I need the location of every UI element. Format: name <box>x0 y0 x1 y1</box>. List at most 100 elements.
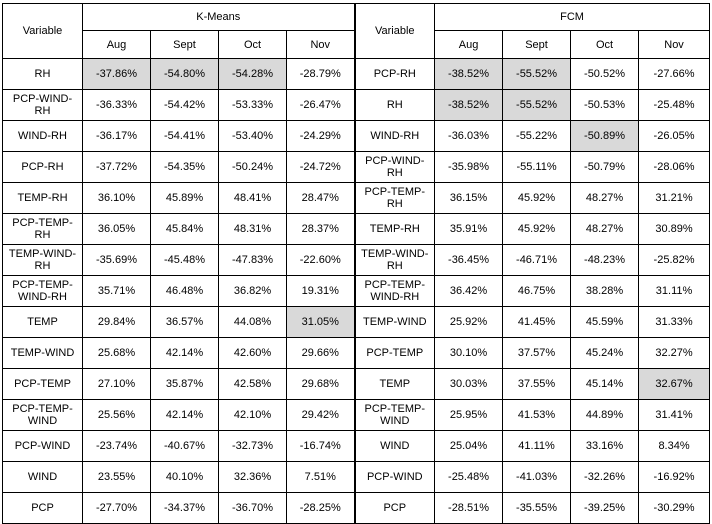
fcm-variable-cell: PCP-TEMP <box>353 337 436 369</box>
fcm-value-cell: 45.92% <box>502 213 572 245</box>
fcm-variable-cell: PCP-TEMP-WIND-RH <box>353 275 436 307</box>
fcm-group-header: FCM <box>434 3 711 31</box>
table-row: PCP-WIND -23.74% -40.67% -32.73% -16.74% WIND… <box>2 430 711 462</box>
fcm-value-cell: 33.16% <box>570 430 640 462</box>
kmeans-variable-cell: PCP-TEMP <box>2 368 83 400</box>
kmeans-value-cell: -32.73% <box>218 430 287 462</box>
fcm-value-cell: -38.52% <box>434 58 504 90</box>
kmeans-variable-cell: PCP-TEMP-RH <box>2 213 83 245</box>
kmeans-value-cell: 28.47% <box>285 182 356 214</box>
fcm-variable-cell: WIND-RH <box>353 120 436 152</box>
fcm-variable-cell: PCP-WIND-RH <box>353 151 436 183</box>
kmeans-variable-cell: PCP <box>2 492 83 524</box>
kmeans-value-cell: 48.31% <box>218 213 287 245</box>
kmeans-value-cell: -36.70% <box>218 492 287 524</box>
kmeans-value-cell: -40.67% <box>150 430 219 462</box>
header-row-groups: Variable K-Means Variable FCM <box>2 3 711 59</box>
kmeans-value-cell: -16.74% <box>285 430 356 462</box>
kmeans-value-cell: 29.66% <box>285 337 356 369</box>
fcm-value-cell: -32.26% <box>570 461 640 493</box>
header-row-months: Aug Sept Oct Nov Aug Sept Oct Nov <box>3 30 711 59</box>
table-row: PCP -27.70% -34.37% -36.70% -28.25% PCP -28.51… <box>2 492 711 524</box>
kmeans-value-cell: -28.79% <box>285 58 356 90</box>
kmeans-month-header: Nov <box>285 30 356 59</box>
table-row: PCP-WIND-RH -36.33% -54.42% -53.33% -26.47% R… <box>2 89 711 121</box>
fcm-value-cell: 30.89% <box>638 213 711 245</box>
fcm-value-cell: 45.59% <box>570 306 640 338</box>
kmeans-value-cell: 35.71% <box>82 275 151 307</box>
fcm-variable-cell: TEMP-WIND <box>353 306 436 338</box>
fcm-value-cell: -28.06% <box>638 151 711 183</box>
fcm-value-cell: 44.89% <box>570 399 640 431</box>
kmeans-value-cell: 35.87% <box>150 368 219 400</box>
kmeans-value-cell: 29.42% <box>285 399 356 431</box>
kmeans-value-cell: 19.31% <box>285 275 356 307</box>
kmeans-value-cell: -36.17% <box>82 120 151 152</box>
kmeans-value-cell: 48.41% <box>218 182 287 214</box>
kmeans-value-cell: 31.05% <box>285 306 356 338</box>
kmeans-value-cell: -36.33% <box>82 89 151 121</box>
kmeans-variable-cell: RH <box>2 58 83 90</box>
table-row: PCP-RH -37.72% -54.35% -50.24% -24.72% PCP-WI… <box>2 151 711 183</box>
kmeans-variable-cell: TEMP-RH <box>2 182 83 214</box>
kmeans-value-cell: -54.35% <box>150 151 219 183</box>
kmeans-value-cell: -22.60% <box>285 244 356 276</box>
table-row: PCP-TEMP 27.10% 35.87% 42.58% 29.68% TEMP 30.0… <box>2 368 711 400</box>
fcm-variable-cell: PCP-WIND <box>353 461 436 493</box>
table-row: WIND 23.55% 40.10% 32.36% 7.51% PCP-WIND -25.4… <box>2 461 711 493</box>
fcm-value-cell: 35.91% <box>434 213 504 245</box>
fcm-variable-cell: RH <box>353 89 436 121</box>
fcm-month-header: Aug <box>434 30 504 59</box>
fcm-value-cell: -30.29% <box>638 492 711 524</box>
fcm-month-header: Sept <box>502 30 572 59</box>
kmeans-month-header: Sept <box>150 30 219 59</box>
fcm-month-header: Oct <box>570 30 640 59</box>
fcm-value-cell: -35.55% <box>502 492 572 524</box>
table-row: WIND-RH -36.17% -54.41% -53.40% -24.29% WIND-… <box>2 120 711 152</box>
fcm-value-cell: -25.48% <box>434 461 504 493</box>
fcm-value-cell: 48.27% <box>570 213 640 245</box>
kmeans-value-cell: 46.48% <box>150 275 219 307</box>
fcm-value-cell: -48.23% <box>570 244 640 276</box>
kmeans-value-cell: 44.08% <box>218 306 287 338</box>
fcm-variable-cell: TEMP-RH <box>353 213 436 245</box>
kmeans-value-cell: 40.10% <box>150 461 219 493</box>
kmeans-value-cell: -54.28% <box>218 58 287 90</box>
kmeans-value-cell: -27.70% <box>82 492 151 524</box>
fcm-value-cell: -28.51% <box>434 492 504 524</box>
fcm-value-cell: -41.03% <box>502 461 572 493</box>
fcm-value-cell: -50.52% <box>570 58 640 90</box>
fcm-value-cell: -36.03% <box>434 120 504 152</box>
kmeans-value-cell: -28.25% <box>285 492 356 524</box>
kmeans-variable-cell: PCP-TEMP-WIND-RH <box>2 275 83 307</box>
fcm-value-cell: 41.45% <box>502 306 572 338</box>
kmeans-variable-cell: PCP-WIND-RH <box>2 89 83 121</box>
fcm-value-cell: -50.53% <box>570 89 640 121</box>
fcm-value-cell: 8.34% <box>638 430 711 462</box>
fcm-value-cell: 25.04% <box>434 430 504 462</box>
kmeans-value-cell: -54.80% <box>150 58 219 90</box>
table-row: PCP-TEMP-WIND 25.56% 42.14% 42.10% 29.42% PCP… <box>2 399 711 431</box>
fcm-value-cell: 32.27% <box>638 337 711 369</box>
fcm-value-cell: 25.92% <box>434 306 504 338</box>
kmeans-value-cell: -24.72% <box>285 151 356 183</box>
fcm-value-cell: 31.21% <box>638 182 711 214</box>
table-row: TEMP-RH 36.10% 45.89% 48.41% 28.47% PCP-TEMP-… <box>2 182 711 214</box>
fcm-value-cell: 46.75% <box>502 275 572 307</box>
fcm-value-cell: -55.52% <box>502 89 572 121</box>
fcm-value-cell: -38.52% <box>434 89 504 121</box>
kmeans-value-cell: 29.68% <box>285 368 356 400</box>
kmeans-value-cell: 42.14% <box>150 337 219 369</box>
kmeans-value-cell: 32.36% <box>218 461 287 493</box>
kmeans-value-cell: 36.82% <box>218 275 287 307</box>
kmeans-value-cell: 42.60% <box>218 337 287 369</box>
table-row: TEMP-WIND-RH -35.69% -45.48% -47.83% -22.60%… <box>2 244 711 276</box>
fcm-value-cell: 36.15% <box>434 182 504 214</box>
fcm-variable-cell: PCP-TEMP-RH <box>353 182 436 214</box>
kmeans-variable-cell: TEMP <box>2 306 83 338</box>
fcm-value-cell: -50.79% <box>570 151 640 183</box>
kmeans-value-cell: -23.74% <box>82 430 151 462</box>
fcm-value-cell: -39.25% <box>570 492 640 524</box>
fcm-variable-cell: PCP-RH <box>353 58 436 90</box>
kmeans-value-cell: -53.33% <box>218 89 287 121</box>
